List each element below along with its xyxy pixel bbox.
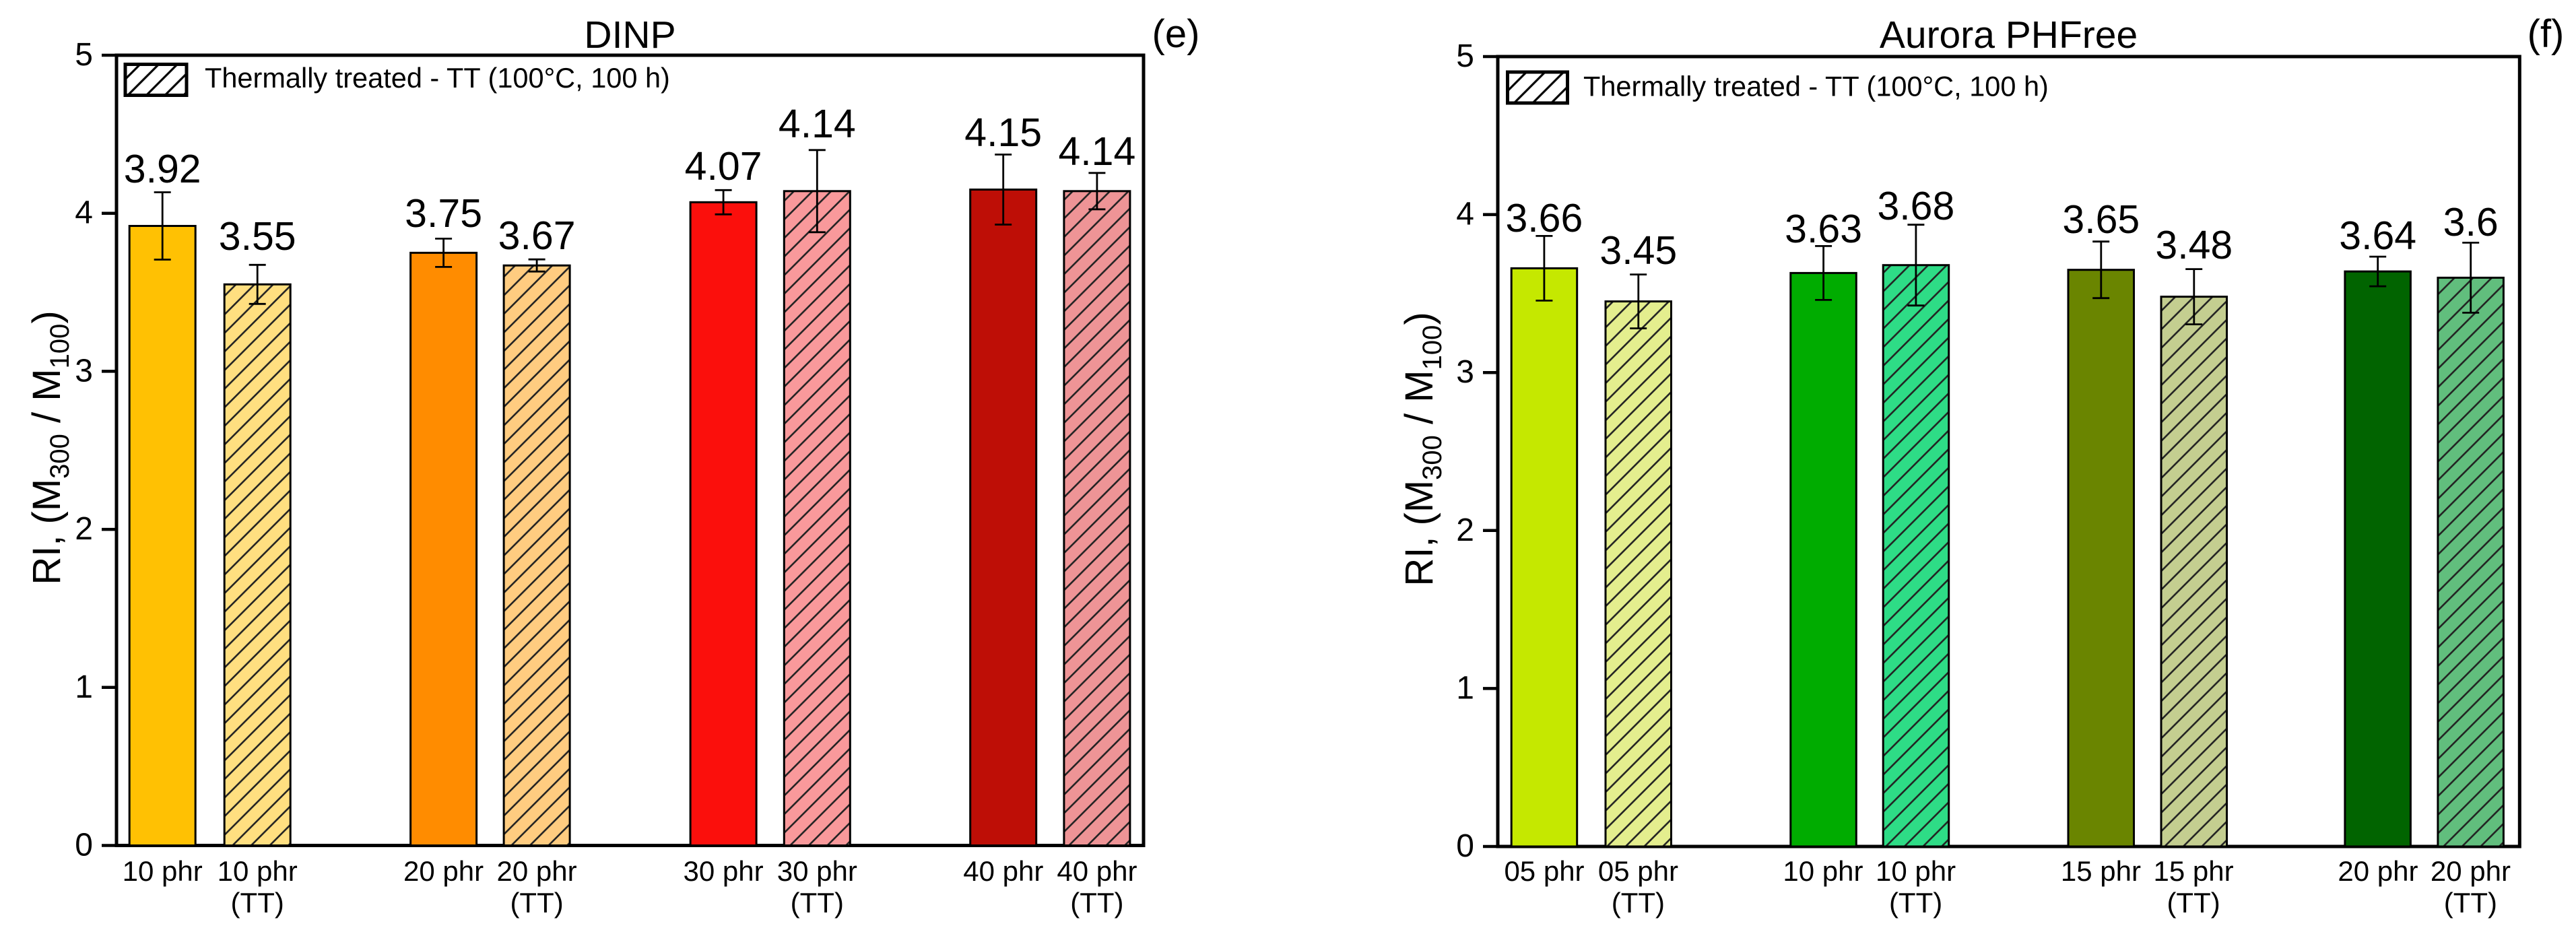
svg-text:3: 3 [75, 353, 93, 389]
svg-text:20 phr: 20 phr [2338, 855, 2418, 887]
svg-text:4.07: 4.07 [685, 144, 762, 189]
svg-text:3.63: 3.63 [1785, 207, 1862, 251]
svg-text:3.55: 3.55 [219, 214, 296, 259]
svg-text:1: 1 [75, 669, 93, 705]
svg-text:4: 4 [75, 195, 93, 231]
svg-text:10 phr: 10 phr [218, 855, 298, 887]
svg-text:(TT): (TT) [2444, 887, 2497, 919]
svg-text:20 phr: 20 phr [403, 855, 484, 887]
svg-text:3.75: 3.75 [405, 191, 482, 236]
svg-text:15 phr: 15 phr [2061, 855, 2141, 887]
svg-text:4.14: 4.14 [1058, 129, 1135, 174]
svg-text:40 phr: 40 phr [963, 855, 1043, 887]
svg-text:(e): (e) [1152, 12, 1200, 56]
svg-text:(TT): (TT) [1889, 887, 1942, 919]
svg-text:10 phr: 10 phr [123, 855, 203, 887]
svg-text:Thermally treated - TT (100°C,: Thermally treated - TT (100°C, 100 h) [205, 62, 670, 94]
svg-text:2: 2 [1456, 512, 1474, 548]
svg-text:(TT): (TT) [1612, 887, 1665, 919]
svg-text:30 phr: 30 phr [684, 855, 764, 887]
svg-text:2: 2 [75, 511, 93, 547]
svg-text:(TT): (TT) [1070, 887, 1123, 919]
svg-text:10 phr: 10 phr [1876, 855, 1956, 887]
svg-text:20 phr: 20 phr [2431, 855, 2511, 887]
svg-text:(f): (f) [2528, 12, 2565, 56]
svg-text:30 phr: 30 phr [777, 855, 857, 887]
svg-text:0: 0 [1456, 828, 1474, 864]
svg-text:05 phr: 05 phr [1504, 855, 1584, 887]
svg-text:05 phr: 05 phr [1598, 855, 1678, 887]
svg-text:(TT): (TT) [510, 887, 563, 919]
svg-text:Thermally treated - TT (100°C,: Thermally treated - TT (100°C, 100 h) [1583, 71, 2049, 102]
svg-text:4.15: 4.15 [964, 110, 1042, 155]
svg-text:3.48: 3.48 [2155, 223, 2233, 267]
svg-text:3.45: 3.45 [1599, 228, 1677, 273]
svg-text:3.92: 3.92 [124, 147, 201, 191]
svg-text:3: 3 [1456, 354, 1474, 390]
svg-text:4: 4 [1456, 197, 1474, 232]
svg-text:3.66: 3.66 [1505, 196, 1583, 240]
svg-text:20 phr: 20 phr [497, 855, 577, 887]
svg-text:15 phr: 15 phr [2154, 855, 2234, 887]
svg-text:3.6: 3.6 [2443, 200, 2499, 244]
svg-text:DINP: DINP [584, 13, 675, 57]
svg-text:4.14: 4.14 [779, 102, 856, 146]
svg-text:40 phr: 40 phr [1057, 855, 1137, 887]
svg-text:5: 5 [75, 37, 93, 73]
svg-text:1: 1 [1456, 670, 1474, 706]
svg-text:10 phr: 10 phr [1783, 855, 1863, 887]
svg-text:3.64: 3.64 [2339, 213, 2416, 258]
svg-text:3.65: 3.65 [2062, 197, 2140, 242]
svg-text:3.67: 3.67 [498, 213, 576, 258]
svg-text:0: 0 [75, 828, 93, 863]
svg-text:(TT): (TT) [2167, 887, 2220, 919]
svg-text:(TT): (TT) [231, 887, 284, 919]
svg-text:(TT): (TT) [791, 887, 844, 919]
svg-text:3.68: 3.68 [1877, 184, 1954, 228]
svg-text:Aurora PHFree: Aurora PHFree [1880, 13, 2138, 57]
svg-text:5: 5 [1456, 38, 1474, 74]
